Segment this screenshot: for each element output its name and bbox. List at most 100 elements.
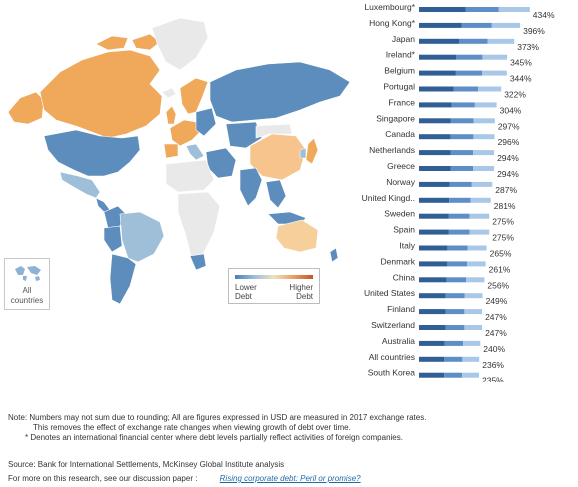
- map-region-scandinavia[interactable]: [179, 77, 209, 115]
- bar-segment-light[interactable]: [482, 54, 508, 60]
- bar-segment-light[interactable]: [466, 261, 486, 267]
- map-region-india[interactable]: [239, 167, 263, 207]
- bar-segment-light[interactable]: [478, 86, 502, 92]
- all-countries-button[interactable]: All countries: [4, 258, 50, 310]
- bar-segment-light[interactable]: [473, 150, 495, 156]
- map-region-alaska[interactable]: [7, 91, 45, 125]
- map-region-mongolia[interactable]: [255, 123, 293, 139]
- map-region-united-states[interactable]: [43, 129, 141, 177]
- map-region-southeast-asia[interactable]: [265, 179, 287, 209]
- map-region-new-zealand[interactable]: [329, 247, 339, 263]
- bar-segment-light[interactable]: [487, 38, 515, 44]
- map-region-peru[interactable]: [103, 225, 123, 253]
- world-map[interactable]: All countries Lower Debt Higher Debt: [0, 0, 355, 370]
- map-region-russia[interactable]: [209, 61, 351, 123]
- bar-segment-mid[interactable]: [446, 277, 467, 283]
- bar-segment-dark[interactable]: [419, 118, 451, 124]
- bar-segment-light[interactable]: [473, 166, 495, 171]
- map-region-korea[interactable]: [299, 147, 307, 159]
- bar-segment-mid[interactable]: [448, 229, 470, 235]
- bar-segment-mid[interactable]: [453, 86, 479, 92]
- bar-segment-light[interactable]: [491, 22, 521, 28]
- bar-segment-mid[interactable]: [450, 118, 474, 124]
- bar-segment-dark[interactable]: [419, 166, 451, 171]
- bar-segment-light[interactable]: [467, 245, 487, 251]
- bar-segment-mid[interactable]: [445, 293, 465, 299]
- map-region-canada-islands[interactable]: [95, 33, 161, 51]
- bar-segment-dark[interactable]: [419, 325, 446, 330]
- bar-segment-mid[interactable]: [450, 166, 474, 171]
- bar-segment-mid[interactable]: [455, 70, 483, 76]
- bar-segment-mid[interactable]: [455, 54, 483, 60]
- map-region-iberia[interactable]: [163, 143, 179, 159]
- bar-segment-light[interactable]: [462, 372, 479, 378]
- bar-segment-dark[interactable]: [419, 70, 456, 76]
- bar-segment-dark[interactable]: [419, 356, 445, 362]
- world-map-svg[interactable]: [0, 0, 355, 370]
- bar-segment-dark[interactable]: [419, 372, 445, 378]
- bar-segment-dark[interactable]: [419, 7, 466, 12]
- bar-segment-dark[interactable]: [419, 309, 446, 315]
- bar-segment-dark[interactable]: [419, 277, 447, 283]
- bar-segment-mid[interactable]: [444, 340, 464, 346]
- bar-segment-dark[interactable]: [419, 134, 451, 140]
- map-region-australia[interactable]: [275, 219, 319, 253]
- bar-segment-dark[interactable]: [419, 197, 450, 203]
- bar-segment-dark[interactable]: [419, 293, 446, 299]
- bar-segment-light[interactable]: [464, 325, 483, 330]
- bar-segment-dark[interactable]: [419, 213, 449, 219]
- bar-segment-mid[interactable]: [448, 213, 470, 219]
- bar-segment-light[interactable]: [469, 213, 490, 219]
- bar-segment-light[interactable]: [473, 118, 495, 124]
- bar-segment-dark[interactable]: [419, 150, 451, 156]
- bar-segment-light[interactable]: [463, 340, 481, 346]
- bar-segment-mid[interactable]: [444, 356, 463, 362]
- bar-segment-dark[interactable]: [419, 340, 445, 346]
- bar-segment-mid[interactable]: [450, 150, 474, 156]
- bar-segment-light[interactable]: [498, 7, 530, 12]
- map-region-iceland[interactable]: [161, 87, 177, 99]
- bar-segment-dark[interactable]: [419, 86, 454, 92]
- map-region-japan[interactable]: [305, 137, 319, 165]
- bar-segment-mid[interactable]: [451, 102, 475, 108]
- map-region-central-asia[interactable]: [225, 121, 263, 149]
- debt-bar-chart[interactable]: Luxembourg* 434% Hong Kong* 396% Japan 373% Ir…: [355, 0, 575, 382]
- bar-segment-mid[interactable]: [445, 325, 465, 330]
- bar-segment-mid[interactable]: [444, 372, 463, 378]
- map-region-italy-greece[interactable]: [185, 143, 205, 161]
- bar-segment-dark[interactable]: [419, 245, 448, 251]
- bar-segment-light[interactable]: [462, 356, 480, 362]
- map-region-canada[interactable]: [39, 49, 163, 139]
- bar-segment-mid[interactable]: [465, 7, 499, 12]
- map-region-brazil[interactable]: [119, 211, 165, 263]
- bar-segment-light[interactable]: [482, 70, 507, 76]
- map-region-north-africa[interactable]: [165, 159, 215, 193]
- bar-segment-light[interactable]: [464, 309, 483, 315]
- map-region-sub-saharan-africa[interactable]: [177, 191, 221, 261]
- map-region-uk-ireland[interactable]: [165, 105, 177, 125]
- map-region-greenland[interactable]: [151, 17, 209, 71]
- bar-segment-mid[interactable]: [446, 261, 467, 267]
- bar-segment-light[interactable]: [469, 229, 490, 235]
- bar-segment-light[interactable]: [464, 293, 483, 299]
- bar-segment-light[interactable]: [466, 277, 485, 283]
- bar-segment-dark[interactable]: [419, 181, 450, 187]
- bar-segment-mid[interactable]: [450, 134, 474, 140]
- discussion-paper-link[interactable]: Rising corporate debt: Peril or promise?: [219, 474, 361, 483]
- map-region-south-africa[interactable]: [189, 253, 207, 271]
- bar-segment-dark[interactable]: [419, 102, 452, 108]
- bar-segment-dark[interactable]: [419, 261, 447, 267]
- bar-segment-light[interactable]: [473, 134, 495, 140]
- bar-segment-mid[interactable]: [458, 38, 488, 44]
- map-region-central-america[interactable]: [95, 197, 111, 213]
- map-region-western-europe[interactable]: [169, 119, 201, 147]
- bar-segment-light[interactable]: [470, 197, 491, 203]
- bar-segment-dark[interactable]: [419, 229, 449, 235]
- bar-segment-dark[interactable]: [419, 54, 456, 60]
- bar-segment-light[interactable]: [474, 102, 497, 108]
- bar-segment-mid[interactable]: [449, 181, 472, 187]
- map-region-argentina[interactable]: [109, 253, 137, 305]
- bar-segment-mid[interactable]: [445, 309, 465, 315]
- map-region-eastern-europe[interactable]: [195, 107, 217, 137]
- bar-segment-light[interactable]: [471, 181, 493, 187]
